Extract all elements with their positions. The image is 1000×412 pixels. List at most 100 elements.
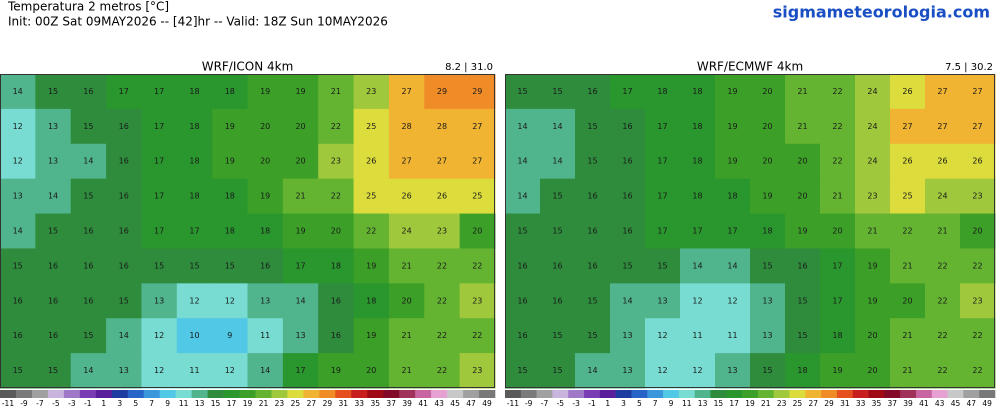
map-cell [890, 213, 926, 249]
map-value: 14 [727, 261, 737, 270]
map-value: 11 [692, 331, 702, 340]
map-cell [353, 318, 390, 354]
map-value: 14 [587, 366, 597, 375]
map-value: 22 [437, 331, 447, 340]
map-cell [106, 143, 142, 180]
map-cell [505, 213, 541, 249]
map-value: 15 [622, 261, 632, 270]
map-value: 13 [119, 366, 129, 375]
map-cell [960, 74, 996, 110]
colorbar-cell [31, 390, 49, 398]
map-value: 21 [797, 122, 807, 131]
colorbar-cell [111, 390, 129, 398]
map-value: 18 [762, 227, 772, 236]
map-cell [106, 283, 142, 319]
map-value: 19 [797, 227, 807, 236]
map-cell [106, 353, 142, 389]
colorbar-label: 19 [243, 399, 253, 408]
map-value: 18 [225, 227, 235, 236]
map-value: 18 [727, 192, 737, 201]
map-value: 17 [657, 192, 667, 201]
map-cell [960, 283, 996, 319]
colorbar-label: -11 [507, 399, 519, 408]
map-cell [388, 248, 425, 284]
colorbar-cell [789, 390, 806, 398]
map-cell [388, 74, 425, 110]
map-cell [645, 178, 681, 215]
map-value: 16 [83, 87, 93, 96]
map-value: 17 [154, 157, 164, 166]
map-cell [353, 213, 390, 249]
map-cell [282, 353, 319, 389]
colorbar-cell [79, 390, 97, 398]
map-value: 18 [189, 87, 199, 96]
colorbar-label: 1 [101, 399, 106, 408]
map-value: 22 [331, 192, 341, 201]
site-link[interactable]: sigmameteorologia.com [773, 3, 990, 22]
colorbar-label: 17 [729, 399, 739, 408]
map-cell [505, 318, 541, 354]
map-cell [785, 213, 821, 249]
colorbar-cell [383, 390, 400, 398]
map-cell [176, 74, 213, 110]
colorbar-label: 37 [887, 399, 897, 408]
map-cell [785, 143, 821, 180]
map-cell [212, 213, 248, 249]
map-cell [247, 318, 284, 354]
map-cell [353, 108, 390, 145]
colorbar-cell [931, 390, 948, 398]
map-cell [212, 143, 248, 180]
map-value: 19 [366, 331, 376, 340]
map-cell [715, 143, 751, 180]
map-value: 20 [402, 296, 412, 305]
map-cell [610, 248, 646, 284]
map-value: 18 [692, 87, 702, 96]
map-frame [505, 74, 995, 388]
map-cell [925, 248, 961, 284]
map-cell [925, 283, 961, 319]
map-cell [459, 283, 496, 319]
map-cell [141, 74, 178, 110]
colorbar-cell [852, 390, 869, 398]
map-cell [540, 353, 576, 389]
map-cell [610, 143, 646, 180]
map-cell [318, 318, 355, 354]
colorbar-label: -9 [20, 399, 28, 408]
colorbar-label: 35 [370, 399, 380, 408]
colorbar-cell [0, 390, 17, 398]
map-value: 11 [727, 331, 737, 340]
colorbar-cell [947, 390, 964, 398]
map-cell [459, 108, 496, 145]
map-value: 27 [437, 157, 447, 166]
colorbar-label: 3 [621, 399, 626, 408]
map-value: 21 [402, 331, 412, 340]
map-value: 15 [552, 87, 562, 96]
map-value: 12 [657, 331, 667, 340]
panel-title: WRF/ICON 4km [202, 60, 294, 74]
map-value: 14 [260, 366, 270, 375]
map-cell [176, 353, 213, 389]
map-value: 16 [587, 192, 597, 201]
map-value: 15 [83, 122, 93, 131]
map-value: 13 [622, 331, 632, 340]
map-cell [680, 108, 716, 145]
colorbar-cell [159, 390, 176, 398]
map-value: 20 [832, 227, 842, 236]
colorbar-label: 17 [227, 399, 237, 408]
colorbar-cell [536, 390, 553, 398]
map-cell [318, 353, 355, 389]
map-value: 19 [295, 227, 305, 236]
colorbar-cell [447, 390, 464, 398]
colorbar-label: 49 [482, 399, 492, 408]
colorbar-label: 39 [903, 399, 913, 408]
map-value: 16 [13, 296, 23, 305]
map-value: 27 [937, 122, 947, 131]
map-value: 15 [517, 366, 527, 375]
map-cell [645, 283, 681, 319]
map-value: 16 [622, 227, 632, 236]
map-cell [750, 143, 786, 180]
map-cell [540, 213, 576, 249]
colorbar-label: 29 [824, 399, 834, 408]
map-value: 22 [972, 366, 982, 375]
map-value: 26 [437, 192, 447, 201]
